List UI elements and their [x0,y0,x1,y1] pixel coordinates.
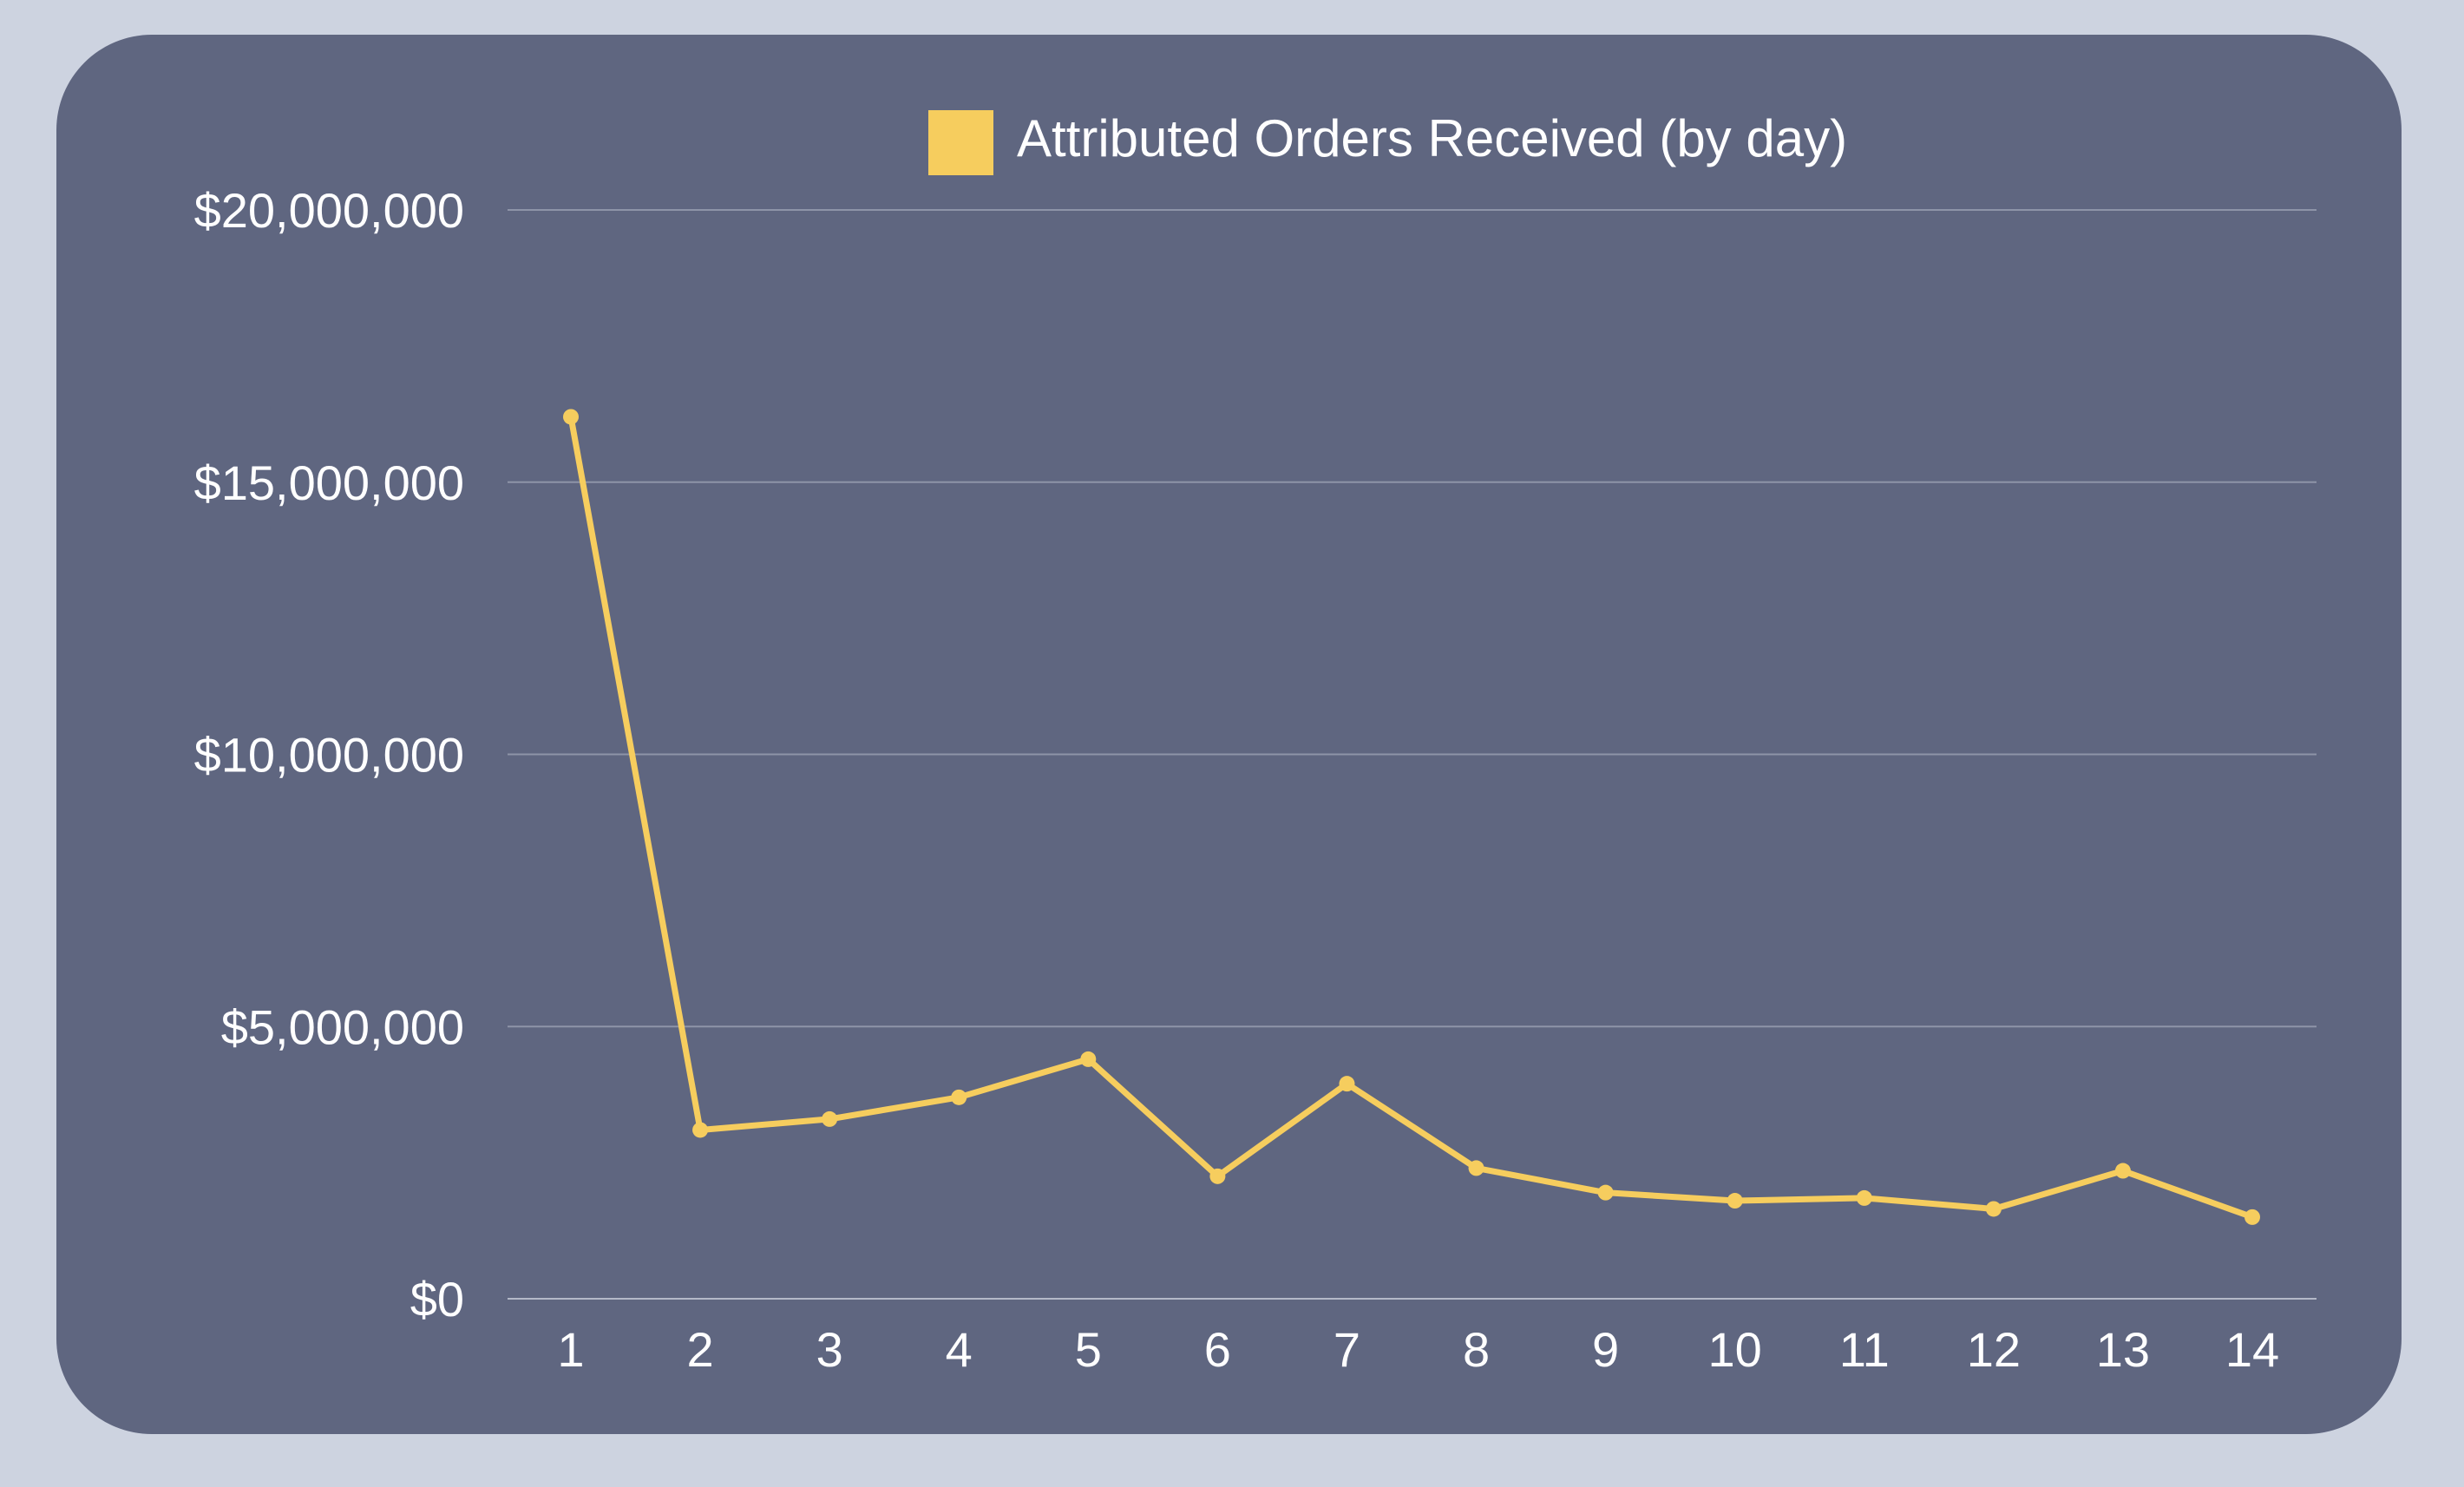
data-point[interactable] [951,1089,967,1105]
data-point[interactable] [1080,1051,1097,1067]
x-tick-label: 7 [1334,1322,1360,1377]
x-tick-label: 5 [1075,1322,1102,1377]
data-point[interactable] [563,409,579,425]
y-tick-label: $0 [410,1272,464,1327]
series-layer [563,409,2260,1225]
data-point[interactable] [1468,1160,1484,1176]
series-line [567,413,2256,1221]
data-point[interactable] [1339,1076,1355,1092]
x-tick-label: 13 [2096,1322,2150,1377]
x-tick-label: 11 [1839,1322,1890,1377]
data-point[interactable] [1856,1189,1872,1206]
data-point[interactable] [2114,1163,2131,1179]
x-tick-label: 8 [1463,1322,1490,1377]
y-tick-label: $5,000,000 [221,999,464,1054]
y-tick-label: $15,000,000 [194,455,464,510]
x-tick-label: 1 [557,1322,584,1377]
x-tick-label: 4 [946,1322,973,1377]
y-axis-tick-labels: $0 $5,000,000 $10,000,000 $15,000,000 $20,00… [194,183,464,1327]
data-point[interactable] [1727,1193,1743,1209]
y-tick-label: $20,000,000 [194,183,464,238]
x-tick-label: 14 [2225,1322,2279,1377]
grid-lines [508,209,2317,1300]
legend[interactable]: Attributed Orders Received (by day) [928,109,1847,175]
x-tick-label: 2 [686,1322,713,1377]
y-tick-label: $10,000,000 [194,728,464,783]
x-tick-label: 3 [816,1322,843,1377]
data-point[interactable] [692,1122,709,1138]
x-tick-label: 10 [1708,1322,1762,1377]
x-tick-label: 6 [1204,1322,1231,1377]
x-tick-label: 12 [1967,1322,2021,1377]
x-axis-tick-labels: 1 2 3 4 5 6 7 8 9 10 11 12 13 14 [557,1322,2279,1377]
data-point[interactable] [822,1110,838,1127]
data-point[interactable] [2244,1209,2260,1225]
legend-label: Attributed Orders Received (by day) [1017,109,1847,167]
data-point[interactable] [1209,1168,1226,1184]
data-point[interactable] [1597,1184,1614,1201]
x-tick-label: 9 [1592,1322,1619,1377]
legend-swatch [928,110,993,175]
data-point[interactable] [1985,1201,2002,1217]
